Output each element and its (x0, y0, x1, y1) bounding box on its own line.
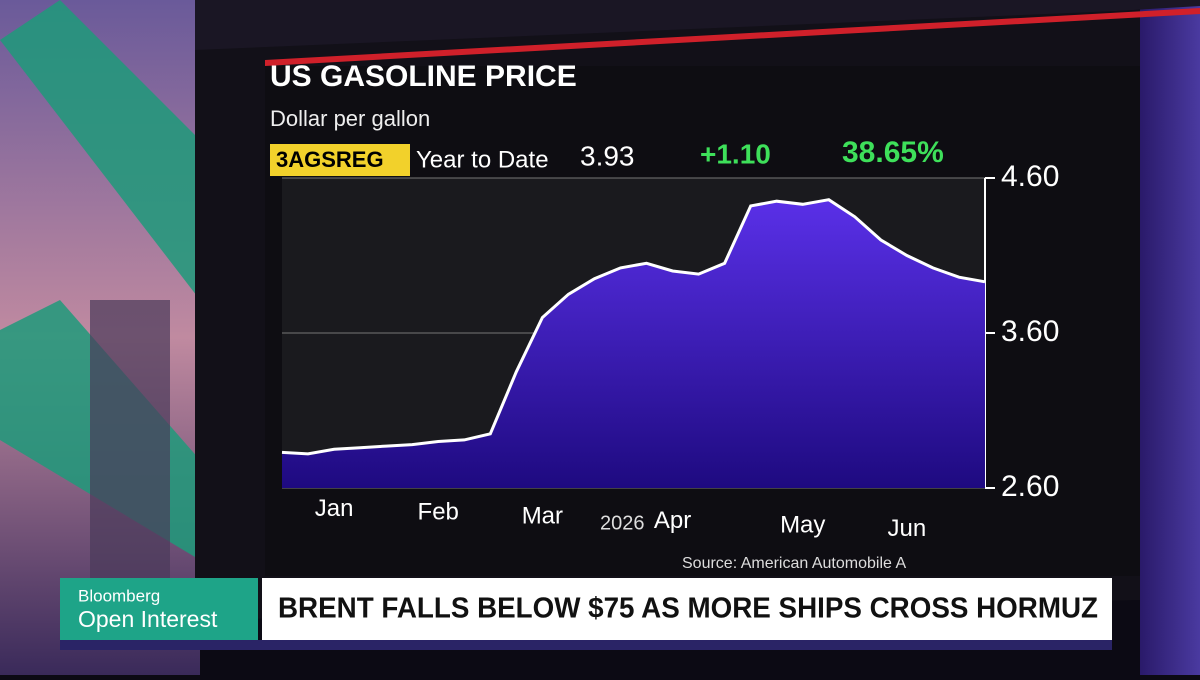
x-tick-label: May (780, 511, 825, 538)
backdrop-stripe (0, 0, 200, 300)
year-label: 2026 (600, 512, 645, 534)
x-tick-label: Jun (888, 515, 927, 542)
plot: 2.60 3.60 4.60 Jan Feb Mar Apr May Jun (281, 160, 1059, 542)
area (282, 199, 985, 488)
change: +1.10 (700, 138, 771, 169)
red-rule (265, 8, 1200, 66)
ticker: 3AGSREG (276, 147, 384, 172)
y-tick-label: 4.60 (1001, 160, 1059, 193)
change-pct: 38.65% (842, 136, 944, 169)
headline: BRENT FALLS BELOW $75 AS MORE SHIPS CROS… (278, 593, 1098, 625)
line (281, 198, 986, 456)
chart-title: US GASOLINE PRICE (270, 60, 577, 93)
brand: Bloomberg (78, 586, 160, 605)
show-box (60, 578, 258, 640)
x-tick-label: Mar (522, 502, 563, 529)
headline-box (262, 578, 1112, 640)
period: Year to Date (416, 146, 549, 173)
ticker-box (270, 144, 410, 176)
ticker-bar (60, 640, 1112, 650)
y-tick-label: 2.60 (1001, 470, 1059, 503)
x-tick-label: Jan (315, 495, 354, 522)
x-tick-label: Feb (418, 499, 459, 526)
source: Source: American Automobile A (682, 555, 906, 572)
chart-subtitle: Dollar per gallon (270, 106, 430, 131)
y-tick-label: 3.60 (1001, 315, 1059, 348)
x-tick-label: Apr (654, 507, 691, 534)
last-value: 3.93 (580, 140, 635, 171)
building (90, 300, 170, 600)
backdrop (1140, 0, 1200, 675)
show-name: Open Interest (78, 606, 218, 632)
